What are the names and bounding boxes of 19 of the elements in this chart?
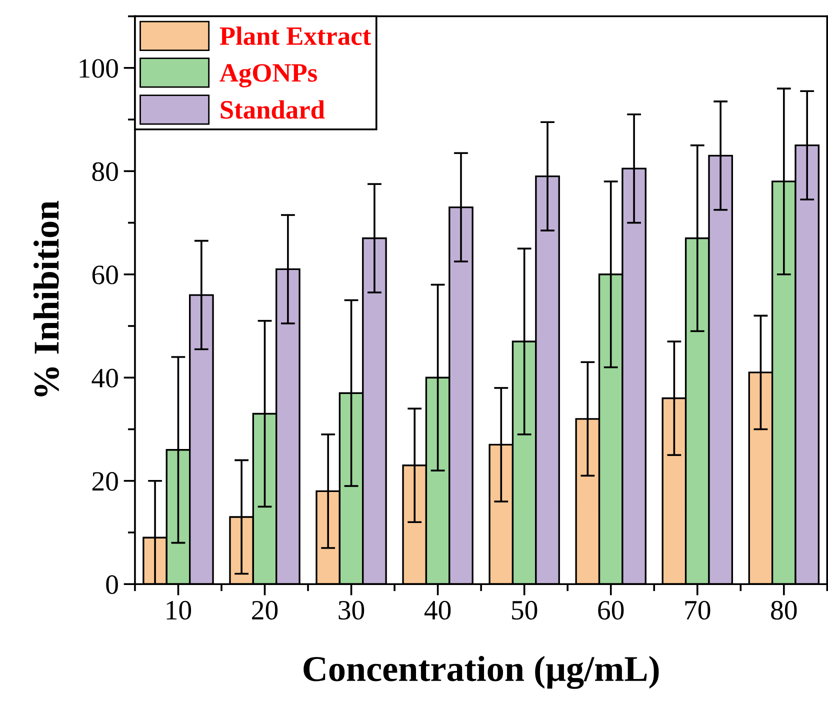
x-tick-label: 30	[338, 600, 364, 620]
legend-label: Plant Extract	[220, 26, 371, 46]
x-tick-label: 50	[512, 600, 538, 620]
y-tick-label: 20	[92, 472, 118, 491]
x-axis-title: Concentration (μg/mL)	[304, 656, 659, 689]
x-tick-label: 10	[166, 600, 192, 620]
x-tick-label: 80	[771, 600, 797, 620]
y-tick-label: 0	[106, 575, 118, 594]
y-tick-label: 40	[92, 368, 118, 388]
x-tick-label: 20	[252, 600, 278, 620]
x-tick-label: 40	[424, 600, 451, 620]
legend-label: AgONPs	[220, 64, 317, 88]
x-tick-label: 60	[598, 600, 624, 620]
x-tick-label: 70	[685, 600, 710, 620]
y-tick-label: 60	[92, 266, 118, 284]
y-axis-title: % Inhibition	[33, 200, 59, 396]
legend-label: Standard	[220, 100, 325, 119]
y-tick-label: 80	[92, 162, 118, 182]
y-tick-label: 100	[80, 59, 118, 78]
